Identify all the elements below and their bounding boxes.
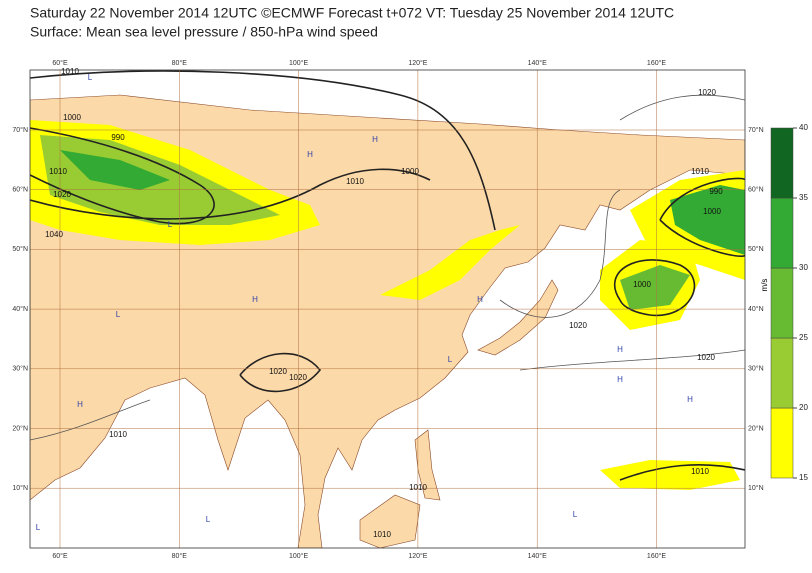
isobar-label: 1020 xyxy=(569,321,587,330)
pressure-marker: L xyxy=(573,510,578,519)
isobar-label: 1010 xyxy=(373,530,391,539)
lon-label: 160°E xyxy=(647,59,666,67)
lon-label: 100°E xyxy=(289,59,308,67)
isobar xyxy=(239,352,322,393)
colorbar-segment xyxy=(770,337,794,409)
pressure-marker: L xyxy=(448,355,453,364)
colorbar-tick-label: 15 xyxy=(799,473,808,482)
isobar-label: 1010 xyxy=(49,167,67,176)
isobar-label: 1000 xyxy=(703,207,721,216)
isobar xyxy=(30,399,151,441)
colorbar-segment xyxy=(770,127,794,199)
isobar-label: 990 xyxy=(709,187,723,196)
colorbar-tick-label: 25 xyxy=(799,333,808,342)
colorbar-segment xyxy=(770,407,794,479)
colorbar-segment xyxy=(770,197,794,269)
lat-label: 60°N xyxy=(12,186,28,194)
isobar xyxy=(30,127,215,225)
colorbar-segment xyxy=(770,267,794,339)
pressure-marker: L xyxy=(116,310,121,319)
lon-label: 120°E xyxy=(408,59,427,67)
isobar-label: 1020 xyxy=(697,353,715,362)
lon-label: 80°E xyxy=(172,59,188,67)
lon-label: 160°E xyxy=(647,552,666,560)
wind-area xyxy=(380,225,520,300)
pressure-marker: H xyxy=(372,135,378,144)
pressure-marker: L xyxy=(206,515,211,524)
isobar-label: 1010 xyxy=(61,67,79,76)
lon-label: 60°E xyxy=(52,552,68,560)
isobar-label: 990 xyxy=(111,133,125,142)
lat-label: 30°N xyxy=(12,365,28,373)
wind-area xyxy=(600,460,740,490)
title: Saturday 22 November 2014 12UTC ©ECMWF F… xyxy=(30,5,674,21)
isobar-label: 1000 xyxy=(633,280,651,289)
isobar-label: 1010 xyxy=(691,467,709,476)
map-frame xyxy=(29,69,746,549)
pressure-marker: H xyxy=(477,295,483,304)
isobar-label: 1010 xyxy=(409,483,427,492)
pressure-marker: L xyxy=(36,523,41,532)
pressure-marker: L xyxy=(168,220,173,229)
isobar xyxy=(659,177,745,258)
pressure-marker: H xyxy=(77,400,83,409)
lon-label: 100°E xyxy=(289,552,308,560)
isobar xyxy=(613,259,696,317)
wind-area xyxy=(670,185,745,255)
colorbar-tick-label: 20 xyxy=(799,403,808,412)
isobar-label: 1020 xyxy=(269,367,287,376)
isobar xyxy=(519,349,745,371)
pressure-marker: H xyxy=(617,345,623,354)
lat-label: 50°N xyxy=(12,245,28,253)
wind-area xyxy=(60,150,170,190)
lat-label: 40°N xyxy=(12,305,28,313)
isobar-label: 1020 xyxy=(698,88,716,97)
pressure-marker: L xyxy=(88,73,93,82)
isobar-label: 1020 xyxy=(53,190,71,199)
isobar-label: 1010 xyxy=(109,430,127,439)
pressure-marker: H xyxy=(252,295,258,304)
colorbar-tick-label: 30 xyxy=(799,263,808,272)
lon-label: 120°E xyxy=(408,552,427,560)
wind-area xyxy=(620,265,690,310)
island-borneo xyxy=(359,494,421,548)
lon-label: 140°E xyxy=(528,552,547,560)
isobar-label: 1040 xyxy=(45,230,63,239)
lon-label: 60°E xyxy=(52,59,68,67)
lat-label: 20°N xyxy=(748,424,764,432)
graticule xyxy=(30,70,745,548)
colorbar-unit: m/s xyxy=(760,279,769,292)
pressure-marker: H xyxy=(307,150,313,159)
isobar-label: 1010 xyxy=(346,177,364,186)
lat-label: 30°N xyxy=(748,365,764,373)
isobar xyxy=(30,168,431,220)
isobar-label: 1000 xyxy=(63,113,81,122)
lon-label: 80°E xyxy=(172,552,188,560)
lat-label: 20°N xyxy=(12,424,28,432)
isobar-label: 1020 xyxy=(289,373,307,382)
colorbar-tick-label: 35 xyxy=(799,193,808,202)
subtitle: Surface: Mean sea level pressure / 850-h… xyxy=(30,24,378,40)
lat-label: 50°N xyxy=(748,245,764,253)
isobar-label: 1010 xyxy=(691,167,709,176)
lat-label: 60°N xyxy=(748,186,764,194)
lat-label: 40°N xyxy=(748,305,764,313)
lon-label: 140°E xyxy=(528,59,547,67)
isobar-label: 1000 xyxy=(401,167,419,176)
lat-label: 70°N xyxy=(748,126,764,134)
lat-label: 70°N xyxy=(12,126,28,134)
isobar xyxy=(499,189,621,318)
isobar xyxy=(619,94,745,121)
lat-label: 10°N xyxy=(748,484,764,492)
lat-label: 10°N xyxy=(12,484,28,492)
map-body xyxy=(30,70,745,548)
isobar xyxy=(30,70,496,231)
isobar xyxy=(619,464,745,481)
pressure-marker: H xyxy=(617,375,623,384)
pressure-marker: H xyxy=(687,395,693,404)
colorbar-tick-label: 40 xyxy=(799,123,808,132)
